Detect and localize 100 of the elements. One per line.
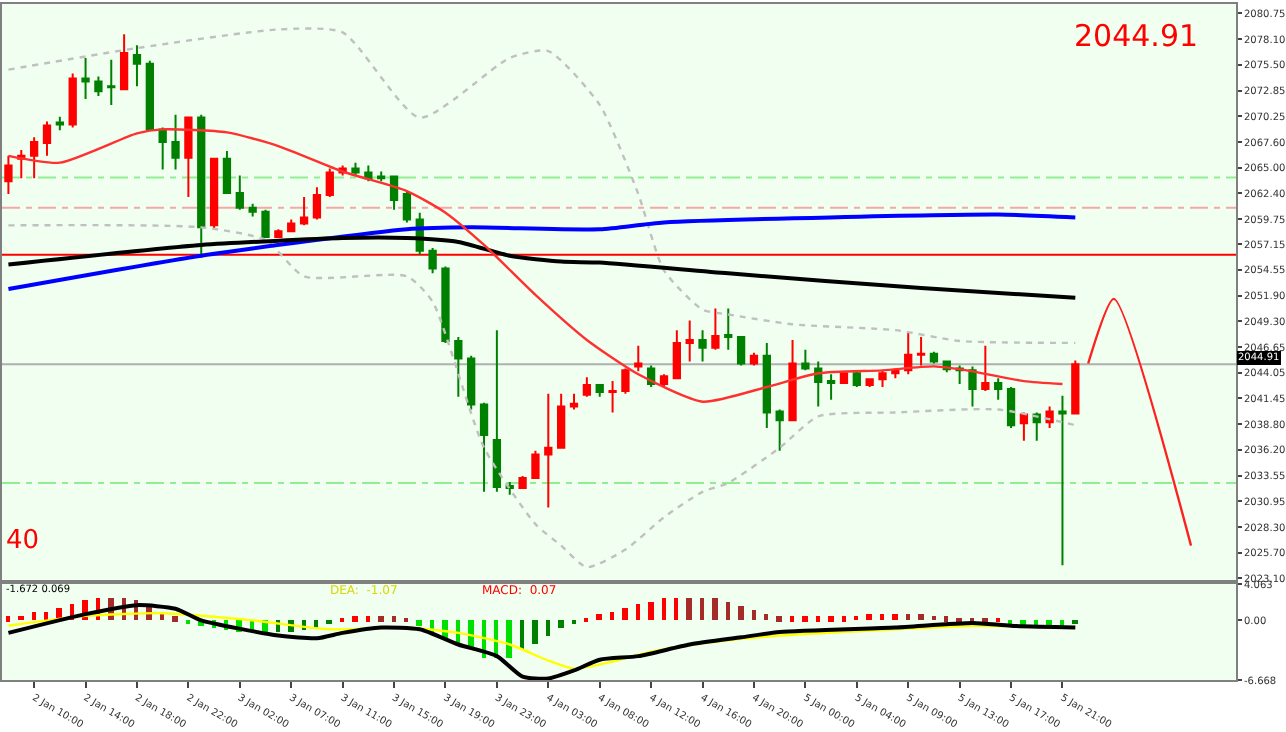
bar bbox=[726, 602, 730, 621]
candlestick bbox=[852, 370, 861, 388]
candlestick bbox=[659, 373, 669, 388]
bar bbox=[866, 614, 872, 621]
candlestick bbox=[1006, 385, 1016, 430]
candlestick bbox=[801, 348, 810, 372]
candlestick bbox=[916, 336, 926, 367]
bar bbox=[416, 620, 422, 627]
candlestick bbox=[685, 319, 694, 363]
line-series bbox=[7, 223, 1077, 569]
line-series bbox=[6, 235, 1078, 300]
candlestick bbox=[287, 218, 296, 234]
candlestick bbox=[479, 401, 489, 493]
candlestick bbox=[351, 161, 360, 177]
candlestick bbox=[312, 186, 322, 221]
candlestick bbox=[492, 329, 502, 493]
candlestick bbox=[107, 58, 116, 106]
candlestick bbox=[299, 195, 309, 227]
candlestick bbox=[826, 373, 836, 401]
candlestick bbox=[569, 392, 579, 411]
bar bbox=[662, 598, 666, 621]
candlestick bbox=[724, 307, 733, 351]
bar bbox=[6, 616, 10, 623]
bar bbox=[366, 616, 370, 623]
bar bbox=[790, 616, 794, 623]
candlestick bbox=[428, 246, 437, 275]
candlestick bbox=[775, 408, 784, 452]
candlestick bbox=[544, 392, 553, 509]
bar bbox=[892, 614, 898, 621]
candlestick bbox=[441, 265, 450, 344]
candlestick bbox=[557, 392, 566, 449]
candlestick bbox=[981, 344, 990, 392]
candlestick bbox=[968, 365, 977, 408]
candlestick bbox=[595, 383, 604, 398]
candlestick bbox=[904, 332, 913, 376]
bar bbox=[648, 602, 654, 621]
candlestick bbox=[389, 174, 399, 211]
candlestick bbox=[814, 360, 823, 408]
candlestick bbox=[119, 33, 129, 91]
candlestick bbox=[788, 338, 797, 422]
bar bbox=[558, 620, 564, 629]
candlestick bbox=[29, 136, 39, 180]
bar bbox=[532, 620, 538, 645]
candlestick bbox=[1058, 394, 1067, 567]
bar bbox=[622, 608, 628, 621]
candlestick bbox=[184, 116, 193, 198]
candlestick bbox=[145, 59, 154, 132]
candlestick bbox=[81, 56, 90, 101]
bar bbox=[392, 616, 396, 623]
bar bbox=[674, 598, 678, 621]
candlestick bbox=[197, 113, 206, 259]
candlestick bbox=[158, 128, 167, 171]
bar bbox=[816, 616, 820, 623]
candlestick bbox=[1019, 411, 1029, 442]
bar bbox=[880, 614, 884, 621]
bar bbox=[776, 616, 782, 623]
candlestick bbox=[261, 208, 270, 240]
bar bbox=[918, 614, 924, 621]
bar bbox=[712, 598, 718, 621]
bar bbox=[596, 614, 602, 621]
candlestick bbox=[377, 170, 386, 183]
candlestick bbox=[672, 329, 681, 380]
candlestick bbox=[222, 149, 232, 196]
candlestick bbox=[274, 228, 283, 240]
candlestick bbox=[364, 164, 373, 183]
bar bbox=[352, 616, 358, 623]
bar bbox=[172, 616, 178, 623]
candlestick bbox=[132, 44, 142, 88]
candlestick bbox=[55, 115, 64, 132]
candlestick bbox=[94, 75, 103, 98]
candlestick bbox=[994, 377, 1003, 401]
line-series bbox=[6, 212, 1078, 292]
candlestick bbox=[171, 113, 180, 171]
candlestick bbox=[929, 350, 939, 365]
candlestick bbox=[4, 154, 13, 196]
candlestick bbox=[454, 336, 463, 398]
line-series bbox=[7, 128, 1064, 403]
line-series bbox=[6, 603, 1078, 680]
candlestick bbox=[68, 72, 77, 129]
bar bbox=[520, 620, 524, 651]
candlestick bbox=[42, 120, 52, 157]
line-series bbox=[7, 27, 1077, 345]
candlestick bbox=[621, 367, 630, 395]
candlestick bbox=[762, 341, 771, 430]
bar bbox=[686, 598, 692, 621]
candlestick bbox=[248, 202, 257, 218]
bar bbox=[906, 614, 910, 621]
bar bbox=[610, 612, 614, 621]
bar bbox=[752, 610, 756, 621]
candlestick bbox=[878, 369, 887, 388]
candlestick bbox=[711, 307, 720, 351]
bar bbox=[944, 616, 948, 623]
annotation: 40 bbox=[6, 526, 40, 556]
candlestick bbox=[865, 377, 874, 388]
candlestick bbox=[736, 335, 746, 367]
candlestick bbox=[209, 157, 219, 231]
candlestick bbox=[325, 167, 334, 198]
candlestick bbox=[698, 329, 707, 363]
candlestick bbox=[1045, 405, 1054, 430]
candlestick bbox=[467, 354, 476, 411]
